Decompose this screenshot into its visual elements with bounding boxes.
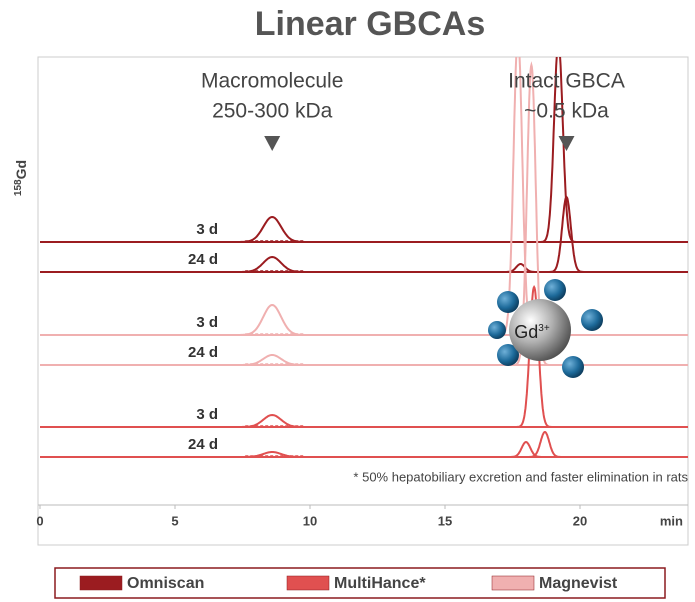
legend-frame [54,567,666,599]
chart-title: Linear GBCAs [255,5,486,43]
legend-label: Omniscan [127,575,204,592]
x-axis-label: min [660,513,683,528]
legend-swatch [79,575,123,591]
peak [236,354,308,366]
trace-label: 24 d [188,251,218,268]
molecule-element: Gd [514,322,538,342]
molecule: Gd3+ [488,279,603,378]
y-axis-label: 158Gd [13,160,29,196]
x-tick-label: 15 [438,513,452,528]
peak [503,263,538,273]
x-tick-label: 20 [573,513,587,528]
peak [549,195,584,273]
peak [236,413,308,428]
molecule-label: Gd3+ [514,322,550,342]
peak [236,215,308,243]
legend-swatch [491,575,535,591]
annotation-arrow [558,136,575,151]
peak [236,255,308,273]
legend-swatch [286,575,330,591]
trace-label: 3 d [196,221,218,238]
x-tick-label: 10 [303,513,317,528]
footnote: * 50% hepatobiliary excretion and faster… [353,469,688,484]
annotation: Macromolecule [201,70,343,93]
annotation: ~0.5 kDa [524,100,609,123]
annotation-arrow [264,136,281,151]
trace-label: 24 d [188,344,218,361]
peak [236,451,308,458]
molecule-charge: 3+ [538,323,550,334]
plot-frame [37,56,689,546]
legend-label: MultiHance* [334,575,426,592]
peak [236,303,308,336]
peak [516,284,552,428]
trace-label: 3 d [196,314,218,331]
peak [527,430,563,458]
x-tick-label: 5 [171,513,178,528]
x-tick-label: 0 [36,513,43,528]
y-label-mass: 158 [13,179,24,196]
peak [541,57,576,243]
trace-label: 24 d [188,436,218,453]
peak [508,440,544,458]
legend-label: Magnevist [539,575,618,592]
y-label-element: Gd [13,160,29,179]
annotation: 250-300 kDa [212,100,333,123]
annotation: Intact GBCA [508,70,625,93]
trace-label: 3 d [196,406,218,423]
plot-area [40,57,688,458]
